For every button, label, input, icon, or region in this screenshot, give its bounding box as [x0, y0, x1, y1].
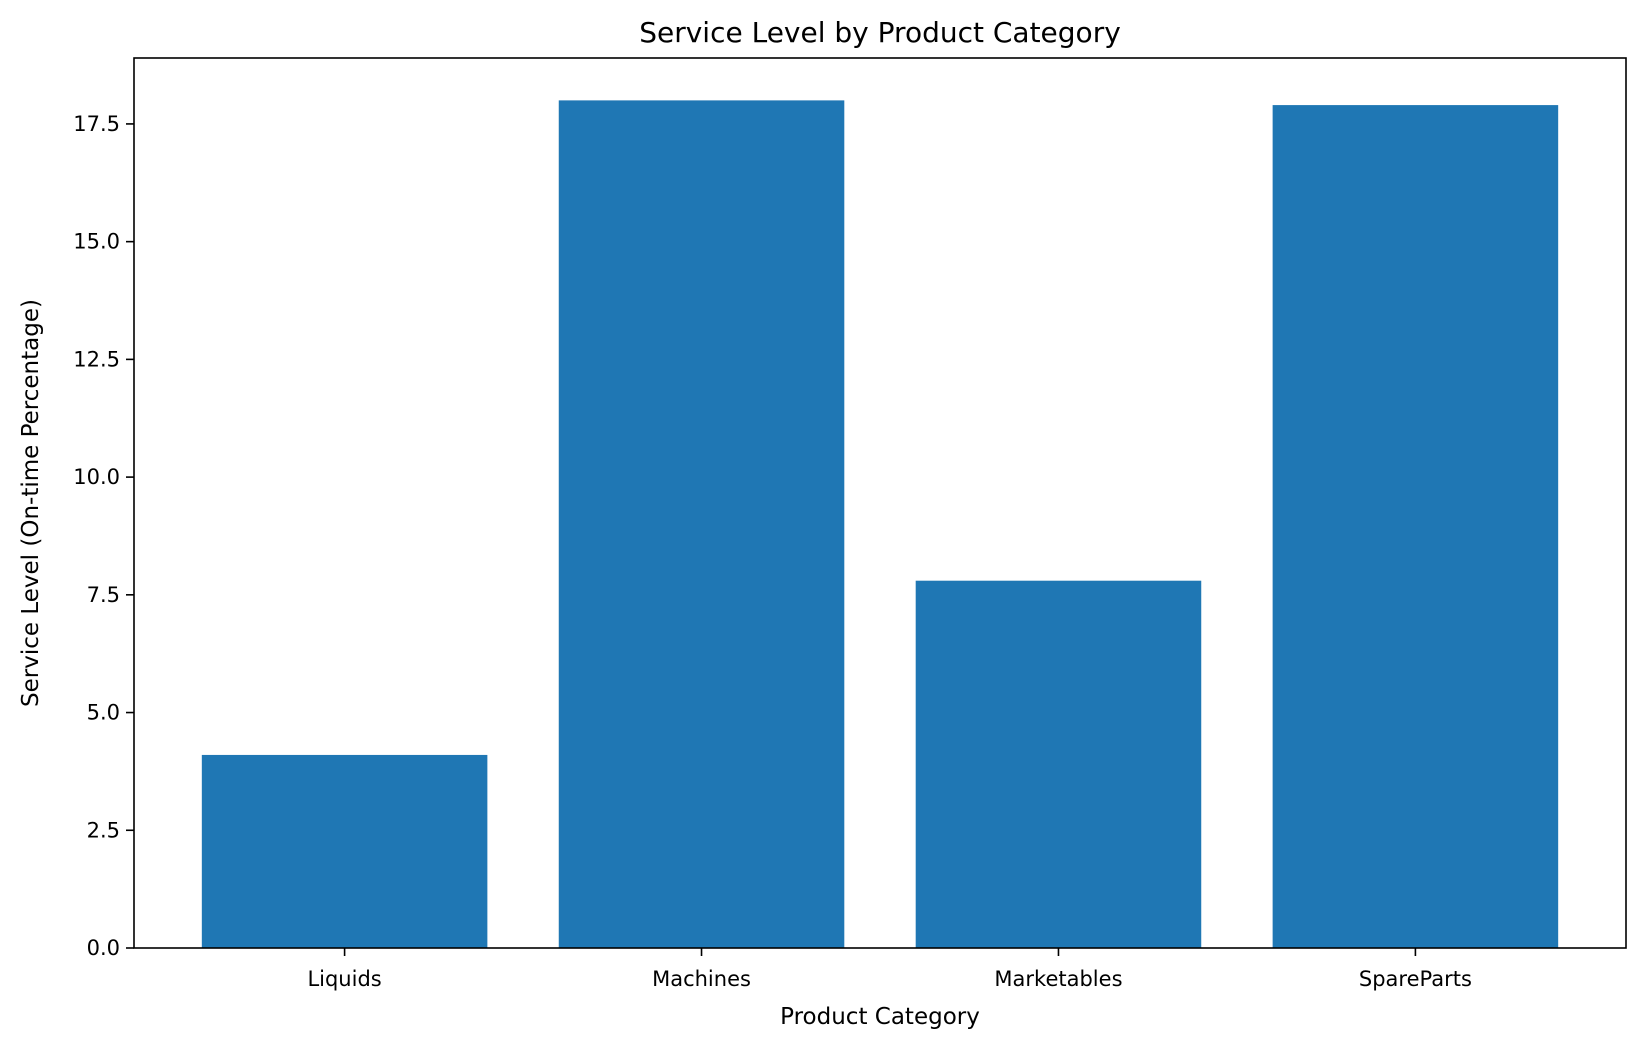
y-tick-label: 17.5	[73, 112, 120, 136]
y-tick-label: 5.0	[87, 701, 120, 725]
bars-group	[201, 100, 1559, 948]
y-tick-label: 15.0	[73, 230, 120, 254]
y-tick-label: 12.5	[73, 347, 120, 371]
x-tick-label: Marketables	[994, 967, 1122, 991]
bar-liquids	[201, 754, 488, 948]
x-tick-label: SpareParts	[1359, 967, 1472, 991]
y-axis-label: Service Level (On-time Percentage)	[18, 299, 44, 707]
bar-marketables	[915, 580, 1202, 948]
y-tick-label: 2.5	[87, 818, 120, 842]
x-axis-ticks: Liquids Machines Marketables SpareParts	[307, 948, 1472, 991]
bar-spareparts	[1272, 105, 1559, 948]
plot-area-frame	[133, 57, 1627, 949]
bar-machines	[558, 100, 845, 948]
x-tick-label: Liquids	[307, 967, 381, 991]
y-tick-label: 0.0	[87, 936, 120, 960]
y-tick-label: 7.5	[87, 583, 120, 607]
y-axis-ticks: 0.0 2.5 5.0 7.5 10.0 12.5 15.0 17.5	[73, 112, 134, 960]
chart-title: Service Level by Product Category	[639, 16, 1121, 49]
y-tick-label: 10.0	[73, 465, 120, 489]
x-axis-label: Product Category	[780, 1004, 980, 1030]
x-tick-label: Machines	[652, 967, 751, 991]
